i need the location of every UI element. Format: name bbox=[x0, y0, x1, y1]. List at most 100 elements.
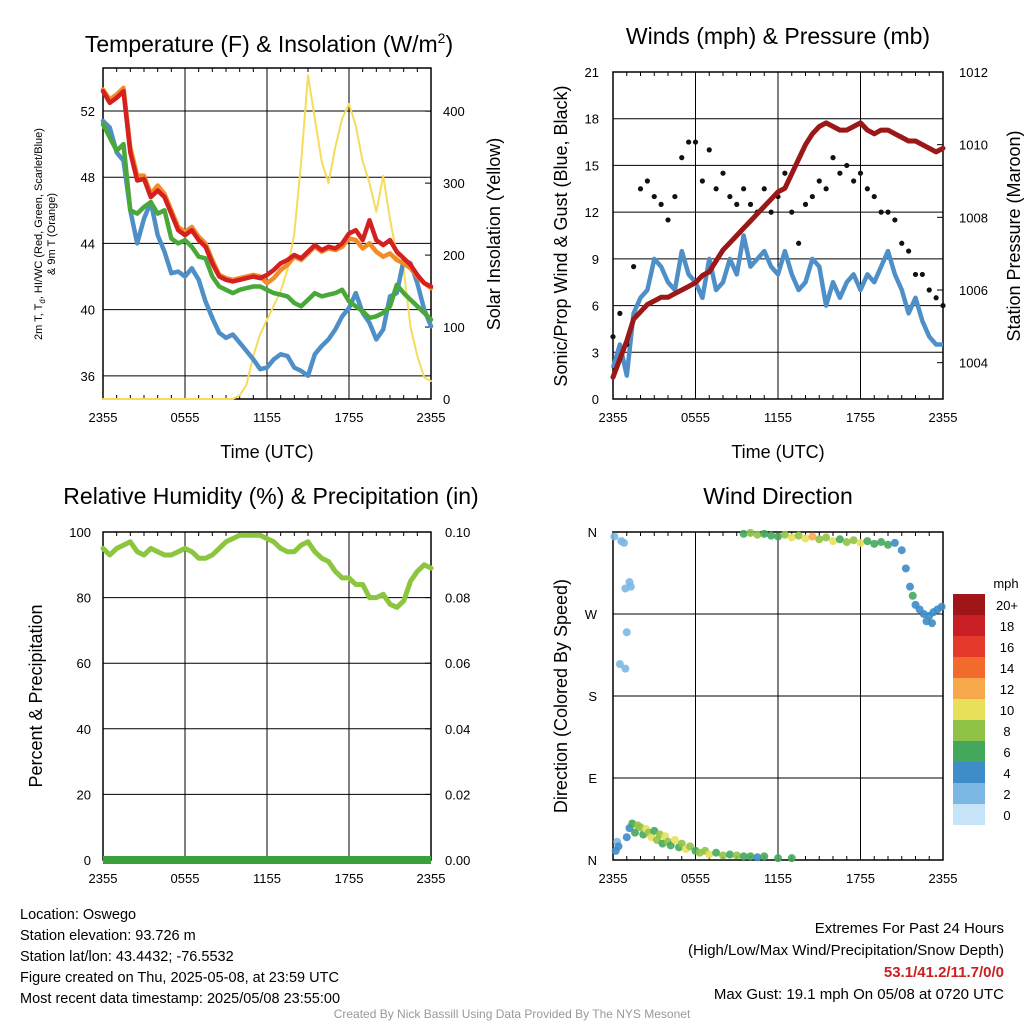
x-tick-label: 2355 bbox=[929, 410, 958, 425]
legend-label: 10 bbox=[1000, 703, 1014, 718]
gust-point bbox=[741, 186, 747, 192]
gust-point bbox=[679, 155, 685, 161]
direction-point bbox=[774, 854, 782, 863]
y-tick-label: 100 bbox=[69, 525, 91, 540]
legend-label: 16 bbox=[1000, 640, 1014, 655]
gust-point bbox=[713, 186, 719, 192]
direction-point bbox=[614, 842, 623, 851]
direction-point bbox=[622, 628, 631, 637]
legend-label: 14 bbox=[1000, 661, 1014, 676]
series-9m-t bbox=[100, 85, 434, 291]
title-superscript: 2 bbox=[438, 30, 446, 46]
y2-tick-label: 100 bbox=[443, 320, 465, 335]
direction-point bbox=[856, 538, 865, 547]
max-gust: Max Gust: 19.1 mph On 05/08 at 0720 UTC bbox=[713, 986, 1004, 1003]
legend-swatch bbox=[953, 783, 985, 804]
direction-point bbox=[753, 530, 762, 539]
gust-point bbox=[823, 186, 829, 192]
y2-tick-label: 400 bbox=[443, 104, 465, 119]
legend-swatch bbox=[953, 678, 985, 699]
legend-swatch bbox=[953, 720, 985, 741]
y2-tick-label: 300 bbox=[443, 176, 465, 191]
chart-temperature: 2355 0555 1155 1755 2355 36 40 44 48 52 0 100 200 300… bbox=[33, 30, 504, 462]
x-tick-label: 1755 bbox=[335, 871, 364, 886]
direction-point bbox=[739, 529, 748, 538]
y-tick-label: 44 bbox=[81, 236, 95, 251]
y2-tick-label: 0.10 bbox=[445, 525, 470, 540]
gust-point bbox=[871, 193, 877, 200]
gust-point bbox=[672, 193, 678, 200]
y-tick-label: 36 bbox=[81, 369, 95, 384]
y2-tick-label: 1008 bbox=[959, 210, 988, 225]
direction-point bbox=[760, 529, 769, 538]
legend-label: 4 bbox=[1003, 766, 1010, 781]
y2-tick-label: 0 bbox=[443, 392, 450, 407]
direction-point bbox=[815, 535, 824, 544]
direction-point bbox=[621, 664, 630, 673]
y-tick-label: 20 bbox=[77, 787, 91, 802]
y2-tick-label: 1006 bbox=[959, 283, 988, 298]
x-tick-label: 2355 bbox=[417, 410, 446, 425]
x-tick-label: 0555 bbox=[681, 871, 710, 886]
y-tick-label: 60 bbox=[77, 656, 91, 671]
y-tick-label: 40 bbox=[81, 303, 95, 318]
direction-point bbox=[884, 540, 892, 549]
series-wind bbox=[610, 233, 943, 378]
direction-point bbox=[725, 850, 734, 859]
y2-tick-label: 0.08 bbox=[445, 591, 470, 606]
direction-point bbox=[794, 531, 803, 540]
gust-point bbox=[692, 139, 699, 145]
legend-label: 18 bbox=[1000, 619, 1014, 634]
gust-point bbox=[885, 209, 891, 215]
series-2m-t bbox=[100, 88, 434, 289]
gust-point bbox=[789, 209, 795, 215]
gust-point bbox=[851, 178, 857, 184]
gust-point bbox=[857, 170, 864, 176]
gust-point bbox=[720, 170, 726, 176]
y2-tick-label: 0.04 bbox=[445, 722, 470, 737]
y2-tick-label: 1010 bbox=[959, 138, 988, 153]
y-tick-label: E bbox=[588, 771, 597, 786]
legend-swatch bbox=[953, 636, 985, 657]
direction-point bbox=[746, 852, 755, 861]
gust-point bbox=[933, 295, 939, 301]
direction-point bbox=[901, 564, 910, 573]
series-rh bbox=[100, 532, 434, 610]
gust-point bbox=[617, 310, 623, 316]
x-tick-label: 1155 bbox=[764, 871, 792, 886]
legend-label: 6 bbox=[1003, 745, 1010, 760]
direction-point bbox=[666, 841, 675, 850]
y-tick-label: 18 bbox=[585, 112, 599, 127]
gust-point bbox=[699, 178, 705, 184]
direction-point bbox=[897, 546, 906, 555]
gust-point bbox=[782, 170, 788, 176]
gust-point bbox=[940, 302, 946, 309]
gust-point bbox=[734, 201, 740, 207]
credit-footer: Created By Nick Bassill Using Data Provi… bbox=[333, 1007, 691, 1021]
legend-swatch bbox=[953, 594, 985, 615]
direction-point bbox=[863, 537, 872, 546]
x-tick-label: 2355 bbox=[599, 410, 628, 425]
gust-point bbox=[658, 201, 664, 207]
y-tick-label: 48 bbox=[81, 170, 95, 185]
direction-point bbox=[780, 530, 789, 539]
chart-title: Wind Direction bbox=[703, 483, 853, 509]
direction-point bbox=[829, 537, 837, 546]
x-tick-label: 1155 bbox=[764, 410, 792, 425]
y2-tick-label: 1004 bbox=[959, 356, 988, 371]
direction-point bbox=[906, 582, 914, 591]
gust-point bbox=[892, 217, 898, 223]
direction-point bbox=[753, 853, 762, 862]
gust-point bbox=[837, 170, 843, 176]
y-label-subscript: d bbox=[38, 299, 47, 303]
gust-point bbox=[761, 186, 767, 192]
gust-point bbox=[747, 201, 754, 207]
figure-created: Figure created on Thu, 2025-05-08, at 23… bbox=[20, 970, 339, 986]
y-axis-label: Direction (Colored By Speed) bbox=[551, 579, 571, 813]
gust-point bbox=[644, 178, 650, 184]
y-axis-label: Percent & Precipitation bbox=[26, 604, 46, 787]
x-axis-label: Time (UTC) bbox=[220, 442, 313, 462]
y2-axis-label: Solar Insolation (Yellow) bbox=[484, 138, 504, 330]
direction-point bbox=[622, 833, 631, 842]
x-tick-label: 0555 bbox=[171, 410, 200, 425]
